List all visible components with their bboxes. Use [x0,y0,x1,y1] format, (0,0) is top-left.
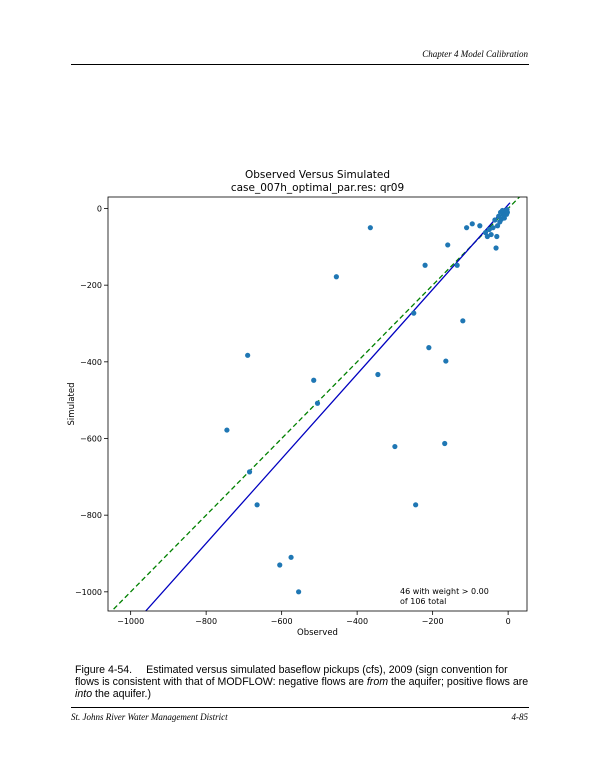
data-point [501,215,507,221]
y-axis-ticks: 0 −200 −400 −600 −800 −1000 [75,205,108,597]
footer-rule [71,707,529,708]
data-point [490,225,496,231]
data-point [314,400,321,406]
chapter-header: Chapter 4 Model Calibration [422,49,528,59]
x-tick-label: −400 [346,617,368,626]
data-point [288,554,294,560]
data-point [493,245,499,251]
y-tick-label: −600 [80,435,102,444]
caption-text-2: the aquifer; positive flows are [388,676,529,688]
scatter-chart: Observed Versus Simulated case_007h_opti… [67,169,528,638]
reference-line-solid [145,202,511,611]
caption-emphasis-into: into [75,688,93,700]
chart-subtitle: case_007h_optimal_par.res: qr09 [231,182,404,194]
figure-caption: Figure 4-54. Estimated versus simulated b… [75,664,530,700]
data-point [494,233,500,240]
header-rule [71,64,529,65]
annotation-line-1: 46 with weight > 0.00 [400,587,489,596]
page-number: 4-85 [511,712,529,722]
data-point [442,440,448,447]
data-point [492,217,498,223]
data-point [504,209,510,215]
data-point [392,443,398,450]
caption-text-3: the aquifer.) [92,688,151,700]
data-point [277,562,283,568]
data-point [464,225,470,231]
chart-title: Observed Versus Simulated [245,169,390,181]
x-tick-label: −800 [195,617,217,626]
y-tick-label: −200 [80,281,102,290]
data-point [245,352,251,358]
data-point [375,371,381,378]
caption-emphasis-from: from [366,676,389,688]
caption-text-1: Estimated versus simulated baseflow pick… [75,664,508,688]
plot-frame [107,196,528,612]
data-point [246,469,253,475]
data-point [482,230,489,236]
footer-organization: St. Johns River Water Management Distric… [71,712,228,722]
data-point [488,231,494,238]
y-axis-label: Simulated [67,383,77,426]
x-axis-label: Observed [297,628,338,638]
data-point [477,223,483,229]
data-point [426,345,432,351]
data-point [224,427,230,433]
data-point [367,225,373,231]
annotation-line-2: of 106 total [400,597,446,606]
y-tick-label: −1000 [75,588,102,597]
x-tick-label: 0 [506,617,511,626]
data-point [443,358,449,364]
data-point [296,589,302,595]
y-tick-label: −800 [80,511,102,520]
x-tick-label: −600 [271,617,293,626]
figure-number: Figure 4-54. [75,664,133,676]
data-point [413,502,419,508]
data-point [445,242,451,248]
data-point [422,262,428,268]
data-point [254,502,260,508]
x-tick-label: −200 [422,617,444,626]
data-point [454,262,460,268]
x-tick-label: −1000 [117,617,144,626]
data-points [224,207,510,595]
data-point [469,221,475,227]
data-point [411,310,417,316]
y-tick-label: −400 [80,358,102,367]
data-point [494,223,501,229]
y-tick-label: 0 [97,205,102,214]
x-axis-ticks: −1000 −800 −600 −400 −200 0 [117,611,511,626]
data-point [333,274,339,280]
data-point [460,318,466,324]
data-point [311,377,317,383]
